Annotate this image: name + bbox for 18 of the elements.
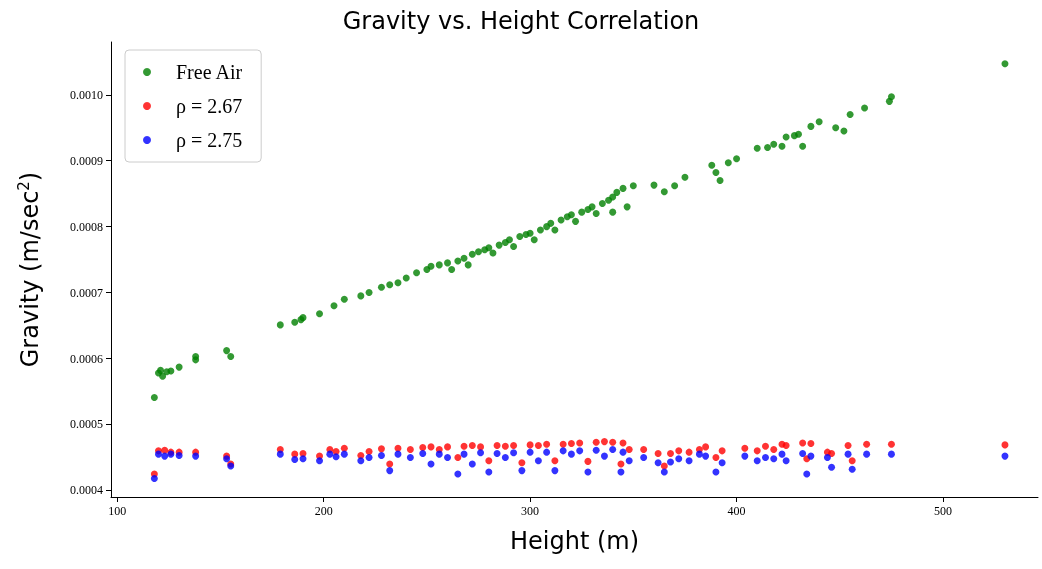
- y-tick-label: 0.0007: [70, 285, 103, 300]
- legend-label: ρ = 2.75: [176, 129, 243, 152]
- y-axis-title: Gravity (m/sec2): [14, 171, 44, 368]
- y-tick-label: 0.0009: [70, 153, 103, 168]
- legend-label: Free Air: [176, 61, 243, 83]
- y-tick-label: 0.0005: [70, 417, 103, 432]
- x-tick-label: 400: [727, 504, 746, 518]
- x-axis-title: Height (m): [509, 527, 640, 555]
- x-tick-label: 100: [108, 504, 127, 518]
- y-tick-label: 0.0006: [70, 351, 103, 366]
- y-tick-label: 0.0010: [70, 87, 103, 102]
- x-tick-label: 500: [934, 504, 953, 518]
- y-tick-label: 0.0004: [70, 483, 103, 498]
- chart-title: Gravity vs. Height Correlation: [342, 7, 700, 35]
- y-tick-label: 0.0008: [70, 219, 103, 234]
- legend-label: ρ = 2.67: [176, 95, 243, 118]
- x-tick-label: 200: [314, 504, 333, 518]
- x-tick-label: 300: [521, 504, 540, 518]
